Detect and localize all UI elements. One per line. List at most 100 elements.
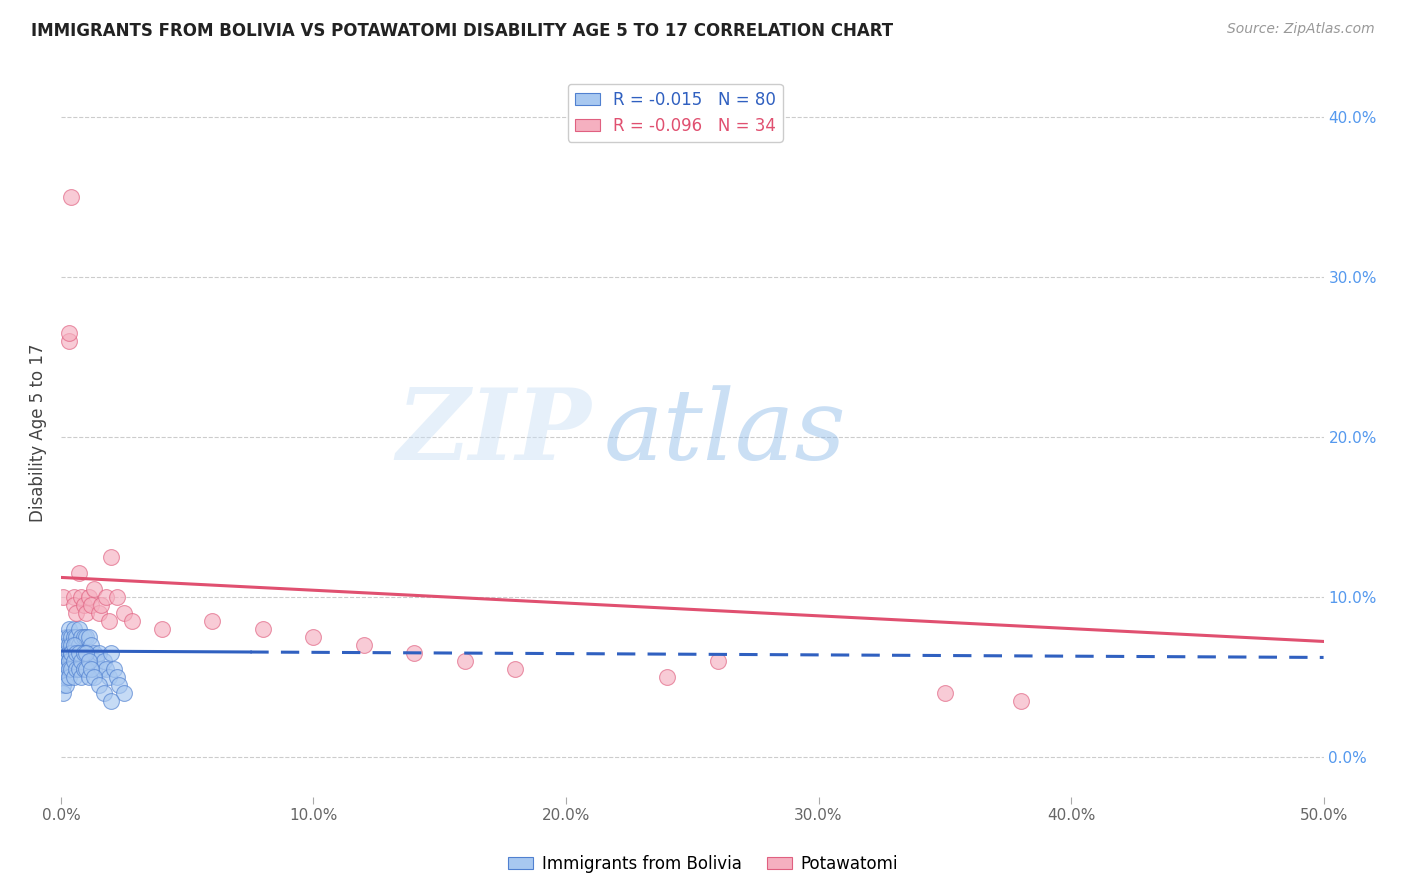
Point	[58, 622, 80, 636]
Point	[52, 654, 75, 668]
Point	[70, 646, 93, 660]
Point	[58, 638, 80, 652]
Point	[87, 606, 110, 620]
Point	[87, 646, 110, 660]
Point	[75, 606, 97, 620]
Point	[83, 670, 105, 684]
Point	[75, 630, 97, 644]
Point	[70, 590, 93, 604]
Point	[70, 662, 93, 676]
Point	[62, 654, 84, 668]
Point	[75, 662, 97, 676]
Point	[70, 654, 93, 668]
Point	[60, 638, 83, 652]
Point	[65, 662, 87, 676]
Point	[87, 678, 110, 692]
Point	[73, 630, 96, 644]
Point	[77, 670, 100, 684]
Point	[62, 630, 84, 644]
Point	[83, 662, 105, 676]
Point	[60, 646, 83, 660]
Point	[150, 622, 173, 636]
Point	[58, 646, 80, 660]
Point	[62, 646, 84, 660]
Text: ZIP: ZIP	[396, 384, 592, 481]
Point	[103, 662, 125, 676]
Point	[934, 686, 956, 700]
Point	[121, 614, 143, 628]
Point	[83, 582, 105, 596]
Point	[58, 662, 80, 676]
Point	[105, 590, 128, 604]
Point	[62, 638, 84, 652]
Point	[302, 630, 325, 644]
Point	[67, 622, 90, 636]
Point	[62, 622, 84, 636]
Point	[93, 654, 115, 668]
Point	[73, 646, 96, 660]
Point	[404, 646, 426, 660]
Point	[70, 670, 93, 684]
Point	[77, 630, 100, 644]
Point	[454, 654, 477, 668]
Point	[83, 646, 105, 660]
Point	[80, 638, 103, 652]
Point	[100, 646, 122, 660]
Point	[65, 654, 87, 668]
Point	[65, 646, 87, 660]
Point	[65, 630, 87, 644]
Point	[55, 662, 77, 676]
Point	[96, 662, 118, 676]
Point	[73, 598, 96, 612]
Point	[60, 646, 83, 660]
Point	[100, 693, 122, 707]
Point	[96, 590, 118, 604]
Point	[67, 566, 90, 580]
Point	[252, 622, 274, 636]
Point	[67, 662, 90, 676]
Point	[75, 646, 97, 660]
Point	[55, 654, 77, 668]
Point	[100, 549, 122, 564]
Point	[62, 662, 84, 676]
Point	[77, 590, 100, 604]
Point	[58, 326, 80, 340]
Point	[353, 638, 375, 652]
Point	[97, 670, 120, 684]
Point	[706, 654, 728, 668]
Point	[55, 670, 77, 684]
Point	[505, 662, 527, 676]
Point	[55, 646, 77, 660]
Point	[90, 598, 112, 612]
Point	[77, 654, 100, 668]
Point	[75, 646, 97, 660]
Point	[108, 678, 131, 692]
Point	[93, 686, 115, 700]
Point	[67, 638, 90, 652]
Point	[52, 590, 75, 604]
Point	[52, 686, 75, 700]
Point	[65, 606, 87, 620]
Point	[70, 630, 93, 644]
Point	[58, 334, 80, 348]
Point	[62, 598, 84, 612]
Point	[75, 662, 97, 676]
Point	[80, 662, 103, 676]
Point	[65, 638, 87, 652]
Point	[62, 590, 84, 604]
Y-axis label: Disability Age 5 to 17: Disability Age 5 to 17	[30, 343, 46, 522]
Text: atlas: atlas	[605, 385, 846, 480]
Point	[55, 678, 77, 692]
Legend: R = -0.015   N = 80, R = -0.096   N = 34: R = -0.015 N = 80, R = -0.096 N = 34	[568, 84, 783, 142]
Point	[105, 670, 128, 684]
Point	[655, 670, 678, 684]
Point	[201, 614, 224, 628]
Point	[60, 662, 83, 676]
Point	[67, 646, 90, 660]
Point	[84, 654, 107, 668]
Point	[97, 614, 120, 628]
Point	[73, 662, 96, 676]
Text: IMMIGRANTS FROM BOLIVIA VS POTAWATOMI DISABILITY AGE 5 TO 17 CORRELATION CHART: IMMIGRANTS FROM BOLIVIA VS POTAWATOMI DI…	[31, 22, 893, 40]
Point	[67, 654, 90, 668]
Point	[90, 662, 112, 676]
